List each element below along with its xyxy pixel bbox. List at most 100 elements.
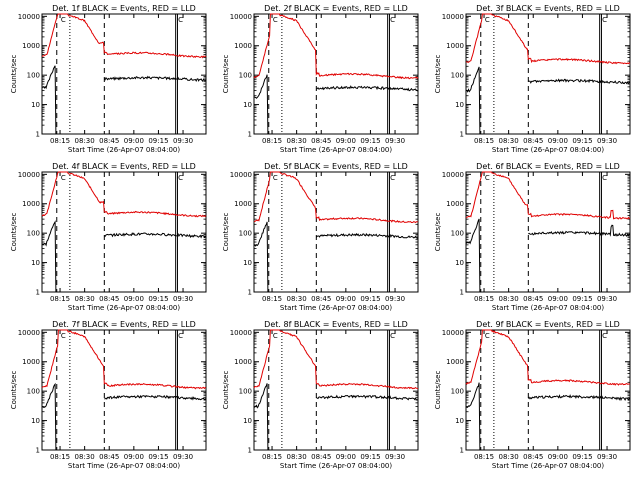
y-tick-label: 100 (451, 230, 464, 238)
series-lld (41, 329, 207, 390)
x-tick-label: 08:30 (287, 295, 307, 303)
y-axis-label: Counts/sec (434, 213, 442, 252)
y-tick-label: 1 (460, 447, 464, 455)
x-tick-label: 08:30 (75, 137, 95, 145)
x-tick-label: 08:30 (75, 295, 95, 303)
y-tick-label: 10 (455, 101, 464, 109)
y-tick-label: 10 (243, 417, 252, 425)
x-tick-label: 09:30 (385, 453, 405, 461)
x-axis-label: Start Time (26-Apr-07 08:04:00) (68, 462, 180, 470)
y-tick-label: 10 (31, 259, 40, 267)
series-events (253, 74, 419, 135)
y-axis-label: Counts/sec (222, 213, 230, 252)
series-lld (253, 171, 419, 224)
marker-label: C (485, 332, 490, 340)
series-lld (465, 171, 631, 220)
y-tick-label: 10 (31, 417, 40, 425)
plot-frame (465, 329, 631, 451)
x-tick-label: 09:30 (173, 453, 193, 461)
panel-1f: Det. 1f BLACK = Events, RED = LLD 1 10 100 1… (10, 4, 207, 154)
panel-title: Det. 4f BLACK = Events, RED = LLD (52, 162, 196, 171)
panel-title: Det. 7f BLACK = Events, RED = LLD (52, 320, 196, 329)
panel-5f: Det. 5f BLACK = Events, RED = LLD 1 10 100 1… (222, 162, 419, 312)
series-events (41, 220, 207, 293)
marker-label: C (602, 16, 607, 24)
series-events (465, 66, 631, 135)
x-tick-label: 08:15 (262, 295, 282, 303)
y-tick-label: 10000 (230, 171, 252, 179)
x-axis-label: Start Time (26-Apr-07 08:04:00) (492, 462, 604, 470)
y-tick-label: 1000 (22, 358, 40, 366)
x-tick-label: 08:15 (50, 137, 70, 145)
y-tick-label: 1000 (22, 200, 40, 208)
x-tick-label: 08:45 (523, 137, 543, 145)
series-lld (253, 329, 419, 390)
x-tick-label: 09:30 (597, 137, 617, 145)
x-tick-label: 08:45 (99, 453, 119, 461)
y-tick-label: 10000 (230, 13, 252, 21)
y-tick-label: 1000 (234, 358, 252, 366)
marker-label: C (273, 332, 278, 340)
x-tick-label: 08:15 (50, 295, 70, 303)
y-axis-label: Counts/sec (10, 371, 18, 410)
x-tick-label: 09:30 (385, 137, 405, 145)
panel-6f: Det. 6f BLACK = Events, RED = LLD 1 10 100 1… (434, 162, 631, 312)
x-axis-label: Start Time (26-Apr-07 08:04:00) (68, 304, 180, 312)
y-axis-label: Counts/sec (434, 55, 442, 94)
x-tick-label: 08:45 (311, 137, 331, 145)
x-tick-label: 09:00 (548, 453, 568, 461)
x-tick-label: 08:45 (311, 453, 331, 461)
x-tick-label: 09:00 (336, 137, 356, 145)
x-tick-label: 08:45 (311, 295, 331, 303)
x-axis-label: Start Time (26-Apr-07 08:04:00) (492, 146, 604, 154)
y-tick-label: 10000 (442, 171, 464, 179)
panel-4f: Det. 4f BLACK = Events, RED = LLD 1 10 100 1… (10, 162, 207, 312)
y-tick-label: 10 (455, 259, 464, 267)
marker-label: C (390, 174, 395, 182)
plot-frame (41, 171, 207, 293)
marker-label: C (178, 332, 183, 340)
series-events (253, 383, 419, 451)
x-tick-label: 09:15 (572, 137, 592, 145)
plot-frame (253, 13, 419, 135)
y-tick-label: 1 (248, 131, 252, 139)
y-tick-label: 1000 (234, 200, 252, 208)
x-tick-label: 09:00 (336, 453, 356, 461)
series-events (465, 218, 631, 293)
x-tick-label: 09:00 (548, 137, 568, 145)
y-axis-label: Counts/sec (10, 213, 18, 252)
panel-title: Det. 9f BLACK = Events, RED = LLD (476, 320, 620, 329)
series-lld (465, 329, 631, 386)
x-tick-label: 09:15 (360, 295, 380, 303)
x-tick-label: 08:15 (474, 453, 494, 461)
y-tick-label: 100 (451, 72, 464, 80)
x-axis-label: Start Time (26-Apr-07 08:04:00) (492, 304, 604, 312)
y-tick-label: 1 (36, 131, 40, 139)
series-lld (41, 13, 207, 59)
x-tick-label: 09:15 (148, 295, 168, 303)
y-tick-label: 1000 (446, 200, 464, 208)
series-events (41, 65, 207, 135)
y-tick-label: 1 (248, 447, 252, 455)
x-tick-label: 09:00 (548, 295, 568, 303)
marker-label: C (61, 174, 66, 182)
x-tick-label: 09:15 (360, 137, 380, 145)
marker-label: C (602, 174, 607, 182)
x-tick-label: 08:15 (262, 137, 282, 145)
y-tick-label: 10 (243, 101, 252, 109)
plot-frame (41, 329, 207, 451)
x-tick-label: 09:30 (597, 295, 617, 303)
x-tick-label: 09:15 (360, 453, 380, 461)
marker-label: C (485, 174, 490, 182)
x-tick-label: 08:45 (523, 295, 543, 303)
x-tick-label: 08:45 (99, 137, 119, 145)
marker-label: C (602, 332, 607, 340)
y-tick-label: 100 (27, 72, 40, 80)
y-tick-label: 1 (36, 447, 40, 455)
panel-8f: Det. 8f BLACK = Events, RED = LLD 1 10 100 1… (222, 320, 419, 470)
panel-7f: Det. 7f BLACK = Events, RED = LLD 1 10 100 1… (10, 320, 207, 470)
y-tick-label: 100 (27, 230, 40, 238)
x-tick-label: 08:15 (474, 295, 494, 303)
series-events (253, 221, 419, 293)
y-tick-label: 1 (36, 289, 40, 297)
